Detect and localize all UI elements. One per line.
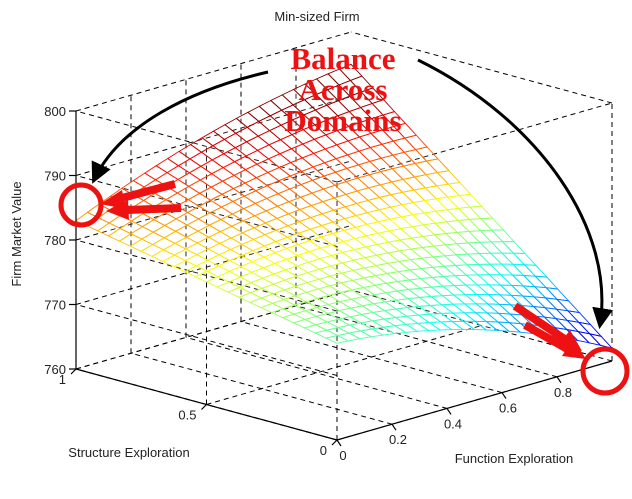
x-tick-label: 0.6 [499,401,517,416]
tick-labels: 760 770 780 790 800 0 0.2 0.4 0.6 0.8 0 0.5 1 [44,104,572,463]
z-tick-label: 790 [44,169,66,184]
black-arrow-left [91,70,269,184]
grid-line-z [75,225,352,305]
y-tick-mark [201,404,207,410]
z-tick-label: 800 [44,104,66,119]
annotation: Balance Across Domains [58,41,630,396]
z-tick-label: 780 [44,233,66,248]
x-tick-mark [391,423,397,431]
z-tick-label: 770 [44,298,66,313]
z-tick-label: 760 [44,362,66,377]
grid-line-x [185,336,448,409]
y-tick-label: 1 [59,372,66,387]
x-axis-line [336,360,613,441]
box-edge [336,102,613,183]
chart-title: Min-sized Firm [274,9,359,24]
grid-line-z [75,110,338,183]
y-axis-line [75,368,338,441]
y-tick-label: 0 [320,443,327,458]
x-tick-label: 0 [339,448,346,463]
highlight-circle-right [580,346,630,396]
grid-line-y [206,325,482,405]
x-tick-mark [501,392,507,399]
highlight-circle-left [58,182,104,228]
y-axis-label: Structure Exploration [68,445,189,460]
grid-line-y [75,289,352,370]
z-axis-label: Firm Market Value [9,181,24,286]
red-arrow-4 [523,321,586,359]
annotation-line-2: Across [299,72,388,107]
x-axis-label: Function Exploration [455,451,574,466]
x-tick-mark [336,439,342,447]
x-tick-mark [556,376,562,384]
annotation-line-3: Domains [284,103,401,138]
x-tick-mark [446,408,452,415]
annotation-line-1: Balance [290,41,395,76]
surface-mesh [75,63,614,349]
y-tick-mark [70,368,77,375]
x-tick-label: 0.4 [444,416,462,431]
red-arrow-2 [106,200,182,220]
y-tick-mark [331,439,338,446]
grid-line-z [75,31,352,112]
black-arrow-right [417,58,613,330]
x-tick-label: 0.2 [389,432,407,447]
box-edge [350,31,613,104]
x-tick-label: 0.8 [554,385,572,400]
y-tick-label: 0.5 [178,408,196,423]
axes [69,110,613,447]
grid-line-z [75,96,352,176]
